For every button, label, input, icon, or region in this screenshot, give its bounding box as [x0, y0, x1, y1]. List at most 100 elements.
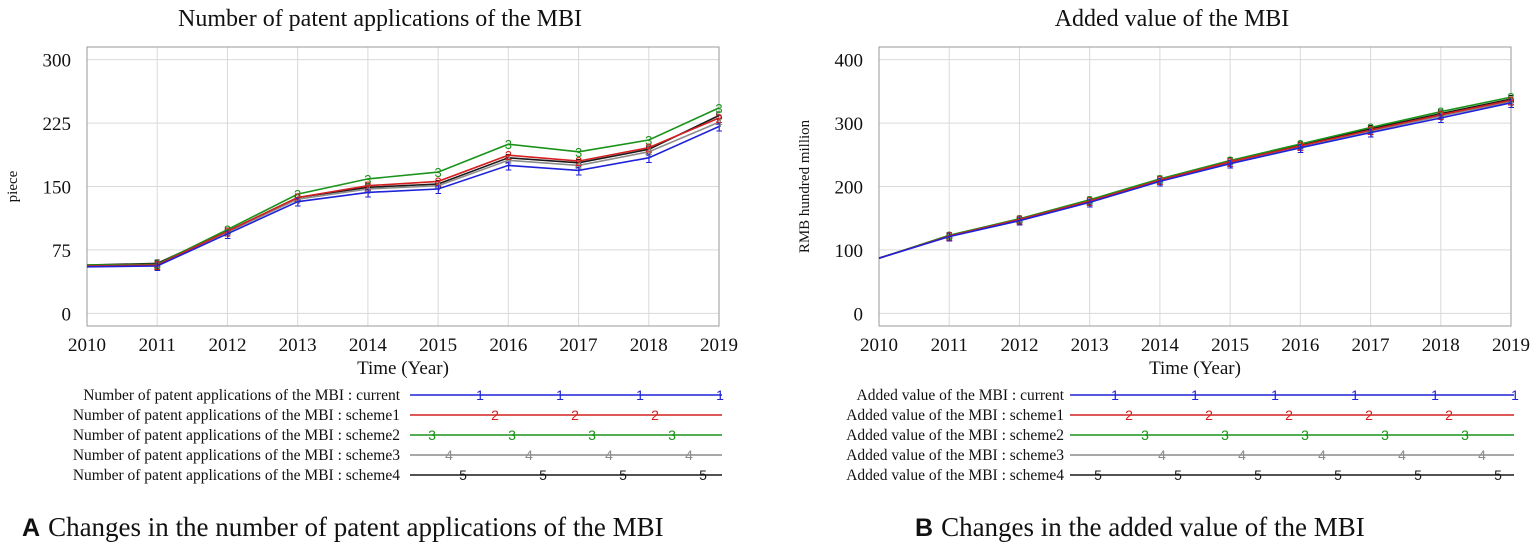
chart-b-legend-marker: 4: [1318, 447, 1326, 463]
chart-b-legend-marker: 1: [1271, 387, 1279, 403]
chart-b-xtick-label: 2012: [1000, 335, 1038, 356]
chart-a-point-marker-3: 3: [715, 101, 722, 116]
chart-b-legend-label: Added value of the MBI : scheme1: [846, 407, 1064, 424]
chart-b-legend-marker: 5: [1494, 467, 1502, 483]
chart-b-ytick-label: 200: [835, 178, 864, 199]
chart-a-ytick-label: 0: [62, 304, 72, 325]
chart-a-legend-marker: 5: [619, 467, 627, 483]
chart-b-legend-marker: 2: [1445, 407, 1453, 423]
chart-b-point-marker-4: 4: [1507, 95, 1514, 110]
chart-b-legend-label: Added value of the MBI : scheme3: [846, 447, 1064, 464]
chart-a-point-marker-2: 2: [505, 148, 512, 163]
chart-a-point-marker-4: 4: [434, 179, 441, 194]
chart-a-legend-marker: 4: [525, 447, 533, 463]
chart-b-point-marker-2: 2: [1367, 123, 1374, 138]
chart-a-point-marker-3: 3: [364, 172, 371, 187]
chart-b-legend-marker: 2: [1285, 407, 1293, 423]
chart-a-point-marker-4: 4: [505, 153, 512, 168]
chart-b-xtick-label: 2014: [1141, 335, 1180, 356]
chart-a-series-line-1: [86, 125, 720, 268]
chart-b-point-marker-1: 1: [1226, 157, 1233, 172]
chart-a-point-marker-4: 4: [294, 192, 301, 207]
chart-b-legend-label: Added value of the MBI : current: [857, 387, 1065, 404]
chart-a-legend-marker: 5: [459, 467, 467, 483]
chart-b-legend-marker: 3: [1461, 427, 1469, 443]
chart-b-legend-marker: 2: [1125, 407, 1133, 423]
chart-a-title: Number of patent applications of the MBI: [178, 6, 582, 32]
chart-a-point-marker-1: 1: [505, 158, 512, 173]
chart-a-point-marker-2: 2: [575, 154, 582, 169]
chart-b-ytick-label: 100: [835, 241, 864, 262]
chart-b-legend-marker: 3: [1301, 427, 1309, 443]
chart-b-legend-marker: 5: [1254, 467, 1262, 483]
caption-a-text: Changes in the number of patent applicat…: [48, 512, 664, 542]
chart-b-ytick-label: 0: [854, 304, 864, 325]
chart-b-legend-marker: 5: [1174, 467, 1182, 483]
chart-a-ytick-label: 225: [43, 114, 72, 135]
chart-b-legend-marker: 2: [1365, 407, 1373, 423]
chart-b-xtick-label: 2016: [1281, 335, 1319, 356]
chart-a-legend-marker: 4: [445, 447, 453, 463]
chart-a-point-marker-3: 3: [434, 165, 441, 180]
chart-a-legend-marker: 1: [476, 387, 484, 403]
chart-b-frame: [878, 46, 1512, 327]
chart-b-xtick-label: 2015: [1211, 335, 1249, 356]
chart-a-point-marker-4: 4: [364, 182, 371, 197]
chart-b-xtick-label: 2018: [1422, 335, 1460, 356]
chart-a-point-marker-2: 2: [434, 174, 441, 189]
chart-a-xtick-label: 2019: [700, 335, 738, 356]
chart-b-legend-marker: 3: [1221, 427, 1229, 443]
chart-a-legend-marker: 3: [508, 427, 516, 443]
chart-a-point-marker-4: 4: [715, 115, 722, 130]
chart-a-xtick-label: 2013: [279, 335, 317, 356]
chart-a-legend-marker: 4: [605, 447, 613, 463]
chart-a-point-marker-3: 3: [224, 223, 231, 238]
chart-b-ytick-label: 300: [835, 114, 864, 135]
chart-a-xtick-label: 2016: [489, 335, 527, 356]
chart-a-point-marker-5: 5: [645, 142, 652, 157]
caption-a: A Changes in the number of patent applica…: [22, 512, 664, 543]
chart-b-legend-marker: 1: [1511, 387, 1519, 403]
chart-a-legend-label: Number of patent applications of the MBI…: [73, 447, 400, 464]
chart-b-legend-marker: 4: [1478, 447, 1486, 463]
chart-a-point-marker-1: 1: [224, 227, 231, 242]
chart-a-point-marker-2: 2: [224, 224, 231, 239]
caption-b-letter: B: [915, 514, 934, 542]
chart-a-point-marker-3: 3: [645, 133, 652, 148]
chart-a-point-marker-5: 5: [575, 156, 582, 171]
chart-b-point-marker-3: 3: [1437, 105, 1444, 120]
chart-b-legend-marker: 1: [1191, 387, 1199, 403]
chart-b-point-marker-1: 1: [1437, 111, 1444, 126]
chart-b-point-marker-1: 1: [1086, 195, 1093, 210]
chart-b-point-marker-1: 1: [1367, 126, 1374, 141]
chart-b-point-marker-1: 1: [1156, 174, 1163, 189]
chart-a-point-marker-4: 4: [224, 225, 231, 240]
chart-b-legend-marker: 3: [1141, 427, 1149, 443]
chart-a-ytick-label: 300: [43, 51, 72, 72]
chart-b-series-line-4: [878, 100, 1512, 259]
caption-a-letter: A: [22, 514, 41, 542]
chart-b-xtick-label: 2019: [1492, 335, 1530, 356]
chart-a-point-marker-5: 5: [505, 151, 512, 166]
chart-b-legend-marker: 4: [1238, 447, 1246, 463]
chart-a-legend-marker: 3: [428, 427, 436, 443]
chart-b-point-marker-2: 2: [1437, 108, 1444, 123]
chart-b-series-line-2: [878, 99, 1512, 259]
chart-a-legend-label: Number of patent applications of the MBI…: [83, 387, 400, 404]
chart-a-point-marker-2: 2: [294, 190, 301, 205]
chart-a-xtick-label: 2017: [560, 335, 598, 356]
chart-b-legend-marker: 1: [1351, 387, 1359, 403]
chart-b-title: Added value of the MBI: [1055, 6, 1290, 32]
chart-b-xtick-label: 2011: [931, 335, 968, 356]
chart-a-legend-marker: 1: [636, 387, 644, 403]
chart-a-point-marker-1: 1: [364, 185, 371, 200]
chart-a-point-marker-3: 3: [575, 145, 582, 160]
chart-b-legend-marker: 1: [1431, 387, 1439, 403]
chart-a-point-marker-1: 1: [575, 163, 582, 178]
chart-b-xtick-label: 2017: [1352, 335, 1390, 356]
chart-a-point-marker-3: 3: [294, 187, 301, 202]
chart-a-legend-label: Number of patent applications of the MBI…: [73, 467, 400, 484]
chart-a-legend-marker: 2: [571, 407, 579, 423]
chart-b-point-marker-2: 2: [1507, 93, 1514, 108]
